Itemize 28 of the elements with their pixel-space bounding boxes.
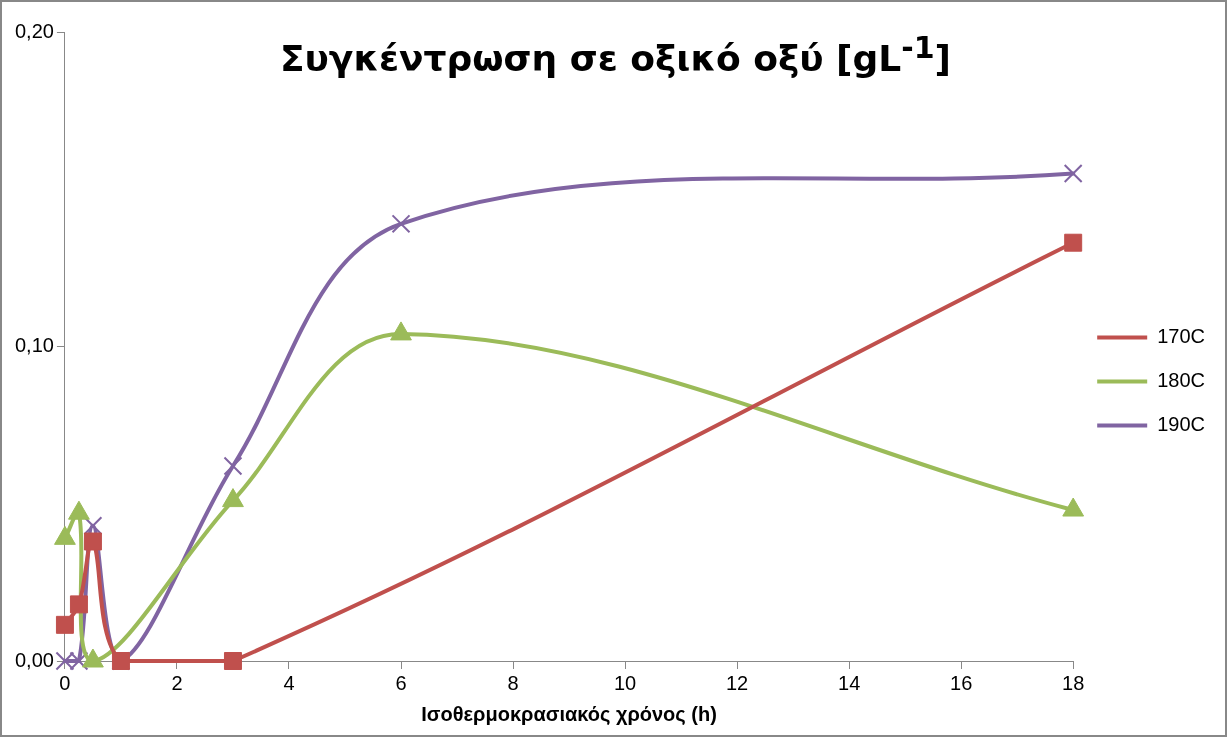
x-tick-label: 18	[1062, 671, 1085, 694]
y-tick-label: 0,20	[14, 19, 54, 42]
point	[69, 651, 89, 671]
chart-title: Συγκέντρωση σε οξικό οξύ [gL$^{-1}$]	[279, 30, 952, 79]
x-tick-label: 6	[395, 671, 407, 694]
point	[1063, 164, 1083, 184]
point	[391, 214, 411, 234]
legend-label: 190C	[1157, 413, 1205, 436]
x-tick-label: 4	[283, 671, 295, 694]
point	[55, 651, 75, 671]
point	[223, 456, 243, 476]
legend-label: 170C	[1157, 325, 1205, 348]
point	[1064, 233, 1083, 252]
point	[223, 652, 242, 670]
point	[69, 595, 88, 614]
y-tick-label: 0,10	[14, 334, 54, 357]
x-tick-label: 10	[613, 671, 637, 694]
x-tick-label: 14	[838, 671, 861, 694]
y-tick-label: 0,00	[14, 648, 54, 671]
legend-label: 180C	[1157, 369, 1205, 392]
x-tick-label: 16	[950, 671, 973, 694]
x-tick-label: 2	[171, 671, 183, 694]
x-axis-title: Ισοθερμοκρασιακός χρόνος (h)	[421, 702, 717, 725]
point	[55, 615, 74, 634]
x-tick-label: 0	[59, 671, 71, 694]
point	[83, 532, 102, 551]
x-tick-label: 12	[725, 671, 749, 694]
x-tick-label: 8	[507, 671, 519, 694]
